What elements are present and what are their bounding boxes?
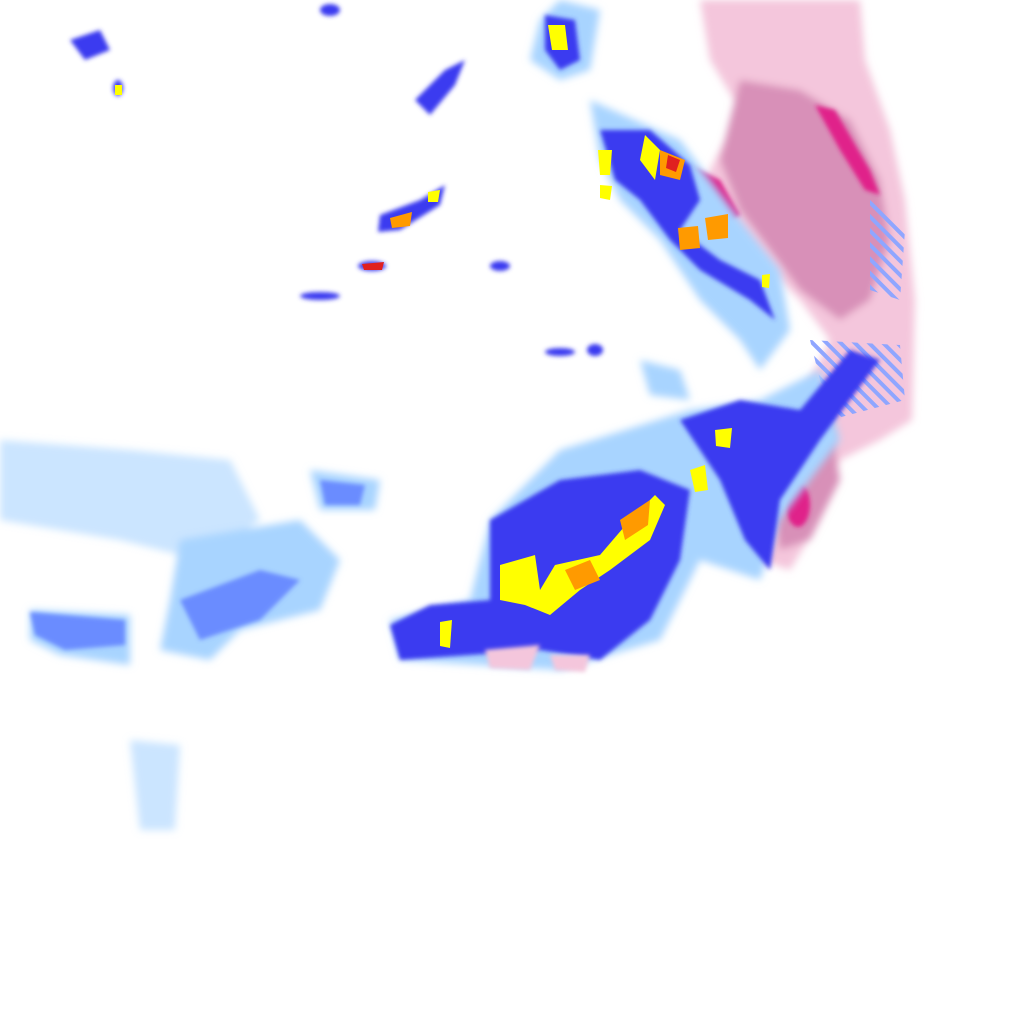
snow-fringe: [485, 645, 590, 672]
rain-convective: [115, 25, 770, 648]
